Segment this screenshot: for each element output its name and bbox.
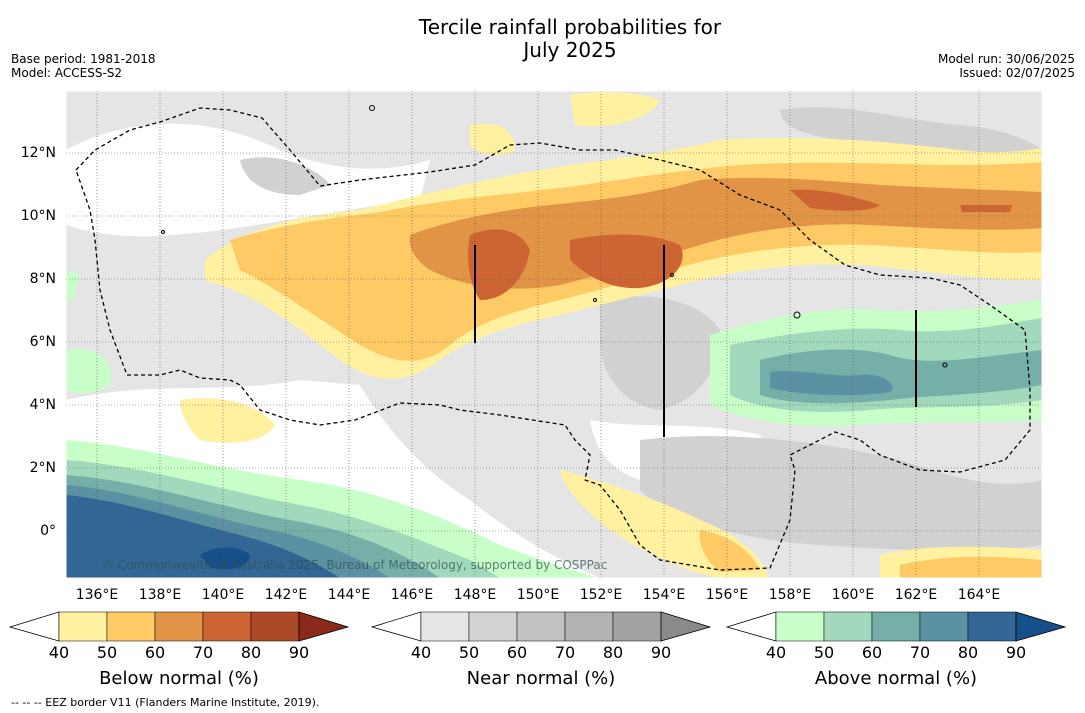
base-period: Base period: 1981-2018 [11,52,156,66]
below-70-patch-4 [960,205,1012,212]
lat-label: 10°N [20,208,56,224]
cb-near-tick: 80 [602,643,624,662]
above-40-west [66,270,80,302]
cb-above-tick: 70 [909,643,931,662]
cb-near-tick: 60 [506,643,528,662]
lon-label: 148°E [453,587,497,603]
cb-above-tick: 40 [765,643,787,662]
below-70-patch-3 [790,189,880,211]
lon-label: 146°E [390,587,434,603]
lon-label: 158°E [768,587,812,603]
eez-footnote: -- -- -- EEZ border V11 (Flanders Marine… [11,696,320,709]
cb-above-tick: 60 [861,643,883,662]
lat-label: 8°N [29,271,56,287]
cb-near-tick: 90 [650,643,672,662]
colorbar-near [370,611,712,642]
lon-label: 162°E [894,587,938,603]
lon-label: 150°E [516,587,560,603]
cb-below-tick: 50 [96,643,118,662]
cb-near-tick: 40 [410,643,432,662]
colorbar-below-label: Below normal (%) [99,668,259,689]
issued-date: Issued: 02/07/2025 [959,66,1075,80]
lon-label: 138°E [138,587,182,603]
model-name: Model: ACCESS-S2 [11,66,123,80]
colorbar-near-label: Near normal (%) [466,668,616,689]
map-frame [65,90,1043,579]
cb-below-tick: 40 [48,643,70,662]
near-50-patch-1 [600,296,720,410]
above-40-west-2 [66,348,111,394]
lon-label: 154°E [642,587,686,603]
near-50-patch-4 [240,157,330,195]
lon-label: 152°E [579,587,623,603]
below-50-south [699,530,760,572]
cb-below-tick: 80 [240,643,262,662]
lon-label: 160°E [831,587,875,603]
cb-near-tick: 70 [554,643,576,662]
lon-label: 144°E [327,587,371,603]
colorbar-above [725,611,1067,642]
cb-above-tick: 50 [813,643,835,662]
cb-near-tick: 50 [458,643,480,662]
below-40-north-2 [470,123,515,156]
cb-below-tick: 90 [288,643,310,662]
lat-label: 12°N [20,145,56,161]
lat-label: 6°N [29,334,56,350]
lon-label: 140°E [201,587,245,603]
lon-label: 164°E [957,587,1001,603]
title-line-2: July 2025 [523,38,617,62]
colorbar-below [8,611,350,642]
lat-label: 4°N [29,397,56,413]
boundary-lines [474,245,917,437]
cb-below-tick: 70 [192,643,214,662]
copyright-credit: © Commonwealth of Australia 2025, Bureau… [102,558,608,572]
below-50-se [900,556,1042,578]
lon-label: 156°E [705,587,749,603]
below-70-patch-2 [570,234,683,289]
white-region-north [66,123,430,237]
near-50-patch-2 [640,436,1042,551]
eez-border [75,107,1031,571]
lon-label: 142°E [264,587,308,603]
islands [161,105,948,368]
below-60-band [409,177,1042,289]
lat-label: 0° [40,523,56,539]
title-line-1: Tercile rainfall probabilities for [418,15,722,39]
cb-above-tick: 80 [957,643,979,662]
near-50-patch-3 [780,107,1042,160]
below-70-patch-1 [468,229,530,300]
graticule [66,91,1042,578]
above-70-east [770,371,893,396]
below-40-small-1 [180,398,275,443]
colorbar-above-label: Above normal (%) [814,668,978,689]
lon-label: 136°E [75,587,119,603]
above-90-sw [200,547,250,570]
lat-label: 2°N [29,460,56,476]
cb-below-tick: 60 [144,643,166,662]
model-run: Model run: 30/06/2025 [937,52,1075,66]
above-80-sw [66,495,340,578]
cb-above-tick: 90 [1005,643,1027,662]
below-40-north [570,92,660,127]
